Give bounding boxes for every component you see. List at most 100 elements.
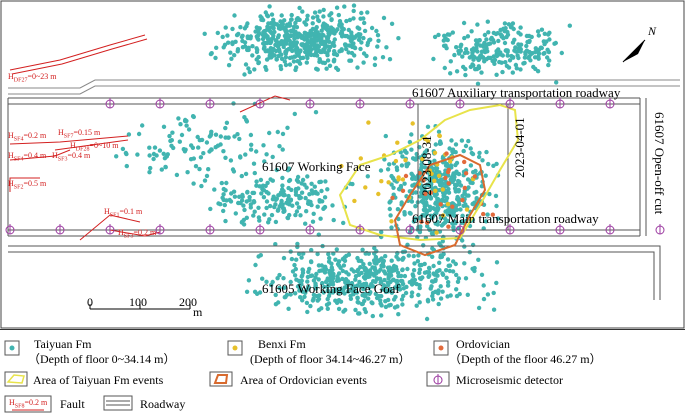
detector-icon — [105, 98, 115, 109]
benxi-event — [389, 219, 394, 224]
taiyuan-event — [422, 165, 428, 170]
taiyuan-event — [378, 298, 383, 303]
benxi-event — [386, 180, 391, 185]
benxi-event — [434, 230, 439, 235]
taiyuan-event — [380, 55, 386, 60]
taiyuan-event — [425, 299, 431, 304]
taiyuan-event — [529, 34, 534, 40]
benxi-event — [425, 139, 431, 144]
taiyuan-event — [271, 17, 276, 22]
taiyuan-event — [544, 39, 549, 44]
taiyuan-event — [427, 175, 432, 180]
taiyuan-event — [461, 148, 466, 154]
taiyuan-event — [379, 303, 384, 308]
taiyuan-event — [450, 269, 456, 274]
taiyuan-event — [288, 279, 293, 285]
open-off-cut-label: 61607 Open-off cut — [652, 112, 667, 215]
taiyuan-event — [243, 171, 249, 177]
fault-label: HSF2=0.5 m — [8, 179, 47, 191]
taiyuan-event — [454, 69, 460, 74]
taiyuan-event — [316, 18, 321, 23]
taiyuan-event — [354, 290, 360, 295]
ordovician-event — [446, 224, 451, 229]
taiyuan-event — [308, 199, 313, 205]
taiyuan-event — [337, 22, 342, 27]
taiyuan-event — [327, 270, 332, 275]
taiyuan-event — [297, 196, 302, 201]
ordovician-event — [446, 181, 451, 186]
taiyuan-event — [286, 46, 291, 52]
taiyuan-event — [363, 272, 368, 277]
taiyuan-event — [505, 49, 510, 55]
taiyuan-event — [463, 72, 468, 78]
taiyuan-event — [386, 282, 391, 288]
taiyuan-event — [281, 255, 287, 261]
taiyuan-event — [420, 198, 426, 203]
taiyuan-event — [431, 56, 436, 62]
taiyuan-event — [349, 281, 354, 286]
taiyuan-event — [529, 51, 534, 57]
taiyuan-event — [178, 122, 183, 127]
taiyuan-event — [366, 296, 371, 301]
taiyuan-event — [220, 195, 225, 200]
taiyuan-event — [325, 306, 330, 311]
taiyuan-event — [232, 53, 237, 58]
taiyuan-event — [336, 263, 342, 268]
taiyuan-event — [387, 206, 392, 212]
taiyuan-event — [435, 178, 441, 184]
taiyuan-event — [464, 193, 470, 198]
taiyuan-event — [260, 183, 266, 188]
taiyuan-event — [397, 287, 403, 292]
taiyuan-event — [385, 167, 391, 172]
taiyuan-event — [533, 50, 538, 55]
taiyuan-event — [268, 177, 273, 182]
taiyuan-event — [342, 255, 347, 260]
taiyuan-event — [554, 80, 559, 85]
taiyuan-event — [321, 14, 326, 19]
taiyuan-event — [336, 12, 341, 18]
taiyuan-event — [250, 53, 255, 58]
taiyuan-event — [352, 45, 358, 51]
taiyuan-event — [436, 206, 441, 211]
taiyuan-event — [467, 55, 472, 60]
taiyuan-event — [459, 42, 464, 47]
taiyuan-event — [270, 279, 275, 285]
taiyuan-event — [348, 58, 354, 63]
ordovician-event — [462, 185, 467, 191]
goaf-roadway — [8, 245, 661, 300]
taiyuan-event — [400, 257, 405, 262]
taiyuan-event — [389, 225, 394, 230]
taiyuan-event — [445, 212, 451, 217]
taiyuan-event — [223, 155, 228, 160]
taiyuan-event — [441, 43, 447, 48]
taiyuan-event — [327, 255, 332, 261]
taiyuan-event — [492, 57, 498, 63]
taiyuan-event — [545, 47, 550, 52]
taiyuan-event — [528, 58, 533, 63]
taiyuan-event — [527, 38, 532, 44]
taiyuan-event — [436, 129, 442, 134]
detector-icon — [105, 224, 115, 235]
taiyuan-event — [300, 177, 306, 183]
taiyuan-event — [510, 70, 515, 75]
taiyuan-event — [341, 220, 346, 226]
taiyuan-event — [193, 164, 199, 169]
taiyuan-event — [451, 225, 456, 230]
scale-tick-100: 100 — [129, 295, 147, 309]
taiyuan-event — [496, 47, 501, 52]
taiyuan-event — [542, 50, 547, 56]
taiyuan-event — [171, 145, 176, 151]
taiyuan-event — [453, 207, 458, 212]
taiyuan-event — [438, 296, 444, 301]
taiyuan-event — [304, 17, 310, 22]
taiyuan-event — [368, 270, 373, 276]
taiyuan-event — [407, 139, 413, 145]
taiyuan-event — [201, 151, 206, 156]
taiyuan-event — [494, 280, 499, 286]
taiyuan-event — [318, 179, 324, 184]
taiyuan-event — [280, 175, 285, 181]
taiyuan-event — [373, 291, 378, 297]
taiyuan-event — [369, 282, 374, 288]
taiyuan-event — [485, 292, 491, 297]
taiyuan-event — [442, 33, 447, 38]
